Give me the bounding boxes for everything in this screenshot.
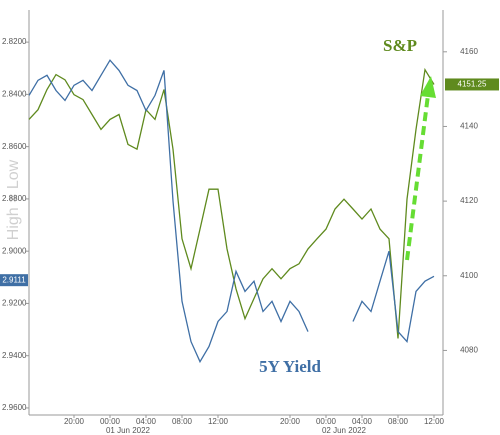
- y-tick-label: 2.8200: [2, 37, 27, 46]
- end-value-label: 4151.25: [458, 80, 487, 89]
- x-tick-label: 12:00: [424, 417, 445, 426]
- y-tick-label: 2.8600: [2, 142, 27, 151]
- x-date-label: 01 Jun 2022: [106, 426, 151, 435]
- end-value-box: [0, 274, 28, 287]
- end-value-box: [445, 78, 499, 91]
- x-tick-label: 20:00: [280, 417, 301, 426]
- sp-label: S&P: [383, 36, 417, 55]
- x-tick-label: 08:00: [172, 417, 193, 426]
- x-tick-label: 08:00: [388, 417, 409, 426]
- y2-tick-label: 4140: [460, 122, 478, 131]
- x-date-label: 02 Jun 2022: [322, 426, 367, 435]
- x-tick-label: 04:00: [352, 417, 373, 426]
- end-value-label: 2.9111: [2, 275, 26, 284]
- series-line: [28, 67, 435, 339]
- y2-tick-label: 4120: [460, 196, 478, 205]
- y2-tick-label: 4080: [460, 346, 478, 355]
- yield-label: 5Y Yield: [259, 357, 321, 376]
- series-line: [28, 59, 435, 364]
- y2-tick-label: 4160: [460, 47, 478, 56]
- y-tick-label: 2.9400: [2, 351, 27, 360]
- plot: [28, 59, 435, 364]
- y2-tick-label: 4100: [460, 271, 478, 280]
- x-tick-label: 00:00: [100, 417, 121, 426]
- x-tick-label: 04:00: [136, 417, 157, 426]
- x-tick-label: 00:00: [316, 417, 337, 426]
- y-tick-label: 2.9000: [2, 246, 27, 255]
- y-tick-label: 2.9200: [2, 299, 27, 308]
- y-tick-label: 2.8400: [2, 90, 27, 99]
- x-tick-label: 12:00: [208, 417, 229, 426]
- x-tick-label: 20:00: [64, 417, 85, 426]
- arrow-head: [420, 76, 436, 98]
- y-tick-label: 2.9600: [2, 403, 27, 412]
- watermark: High = Low: [5, 159, 22, 240]
- y-tick-label: 2.8800: [2, 194, 27, 203]
